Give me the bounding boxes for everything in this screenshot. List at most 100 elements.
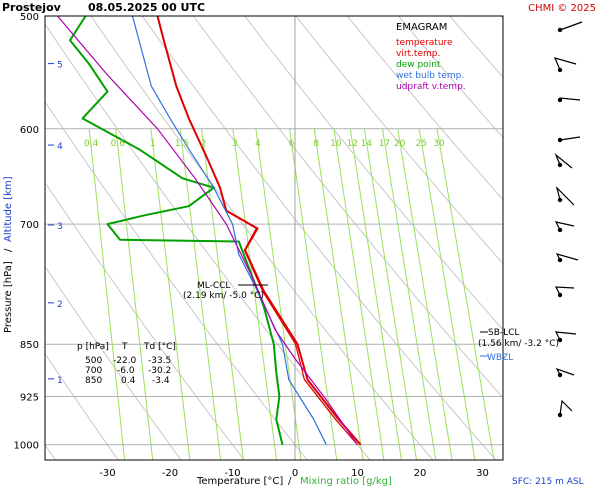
temperature-tick-label: 30 <box>476 468 489 479</box>
wind-barb <box>559 21 583 31</box>
dry-adiabat-line <box>244 16 503 331</box>
profile-udpraft-v-temp <box>57 16 358 446</box>
mixing-ratio-label: 25 <box>415 139 426 149</box>
plot-area <box>44 15 504 461</box>
wind-barb-base <box>557 372 563 378</box>
dry-adiabat-line <box>141 16 497 460</box>
wind-barb <box>554 331 577 341</box>
mixing-ratio-label: 3 <box>232 139 238 149</box>
pressure-tick-label: 700 <box>20 220 39 231</box>
legend-item-wet-bulb: wet bulb temp. <box>396 71 464 81</box>
temperature-tick-label: -30 <box>99 468 115 479</box>
mixing-ratio-label: 10 <box>330 139 342 149</box>
mixing-ratio-line <box>363 128 417 460</box>
altitude-tick-label: 2 <box>57 300 63 310</box>
altitude-tick-label: 4 <box>57 142 63 152</box>
table-cell: 850 <box>85 376 102 386</box>
y-axis-title: Pressure [hPa] / Altitude [km] <box>3 176 14 333</box>
sb-lcl-label: SB-LCL <box>488 328 519 338</box>
mixing-ratio-line <box>201 128 244 460</box>
wind-barb <box>555 286 575 296</box>
sounding-datetime: 08.05.2025 00 UTC <box>88 1 205 14</box>
profile-wet-bulb-temp <box>131 16 327 445</box>
table-cell: 500 <box>85 356 102 366</box>
mixing-ratio-line <box>418 128 476 460</box>
wind-barbs <box>553 21 583 418</box>
wind-barb <box>553 57 577 71</box>
wind-barb <box>555 253 579 261</box>
pressure-tick-label: 500 <box>20 12 39 23</box>
wind-barb-base <box>557 197 563 203</box>
mixing-ratio-label: 2 <box>201 139 207 149</box>
mixing-ratio-label: 6 <box>289 139 295 149</box>
mixing-ratio-line <box>232 128 278 460</box>
y-axis-label-separator: / <box>3 248 14 252</box>
legend-item-temperature: temperature <box>396 38 453 48</box>
x-axis-label-mixing-ratio: Mixing ratio [g/kg] <box>300 476 392 487</box>
mixing-ratio-label: 0.4 <box>84 139 99 149</box>
wind-barb-base <box>557 257 563 263</box>
mixing-ratio-label: 17 <box>379 139 390 149</box>
wind-barb-base <box>557 67 563 73</box>
dry-adiabat-line <box>45 23 371 460</box>
table-cell: -6.0 <box>117 366 135 376</box>
table-cell: 0.4 <box>121 376 136 386</box>
pressure-tick-label: 600 <box>20 125 39 136</box>
pressure-tick-label: 1000 <box>14 441 39 452</box>
mixing-ratio-line <box>436 128 495 460</box>
temperature-tick-label: 0 <box>292 468 298 479</box>
wind-barb-base <box>557 227 563 233</box>
dry-adiabat-line <box>45 265 182 460</box>
wind-barb <box>555 186 575 206</box>
x-axis-label-temperature: Temperature [°C] <box>196 476 283 487</box>
mixing-ratio-label: 1 <box>150 139 156 149</box>
wind-barb-base <box>557 27 563 33</box>
dry-adiabat-line <box>90 16 434 460</box>
mixing-ratio-line <box>313 128 364 460</box>
profile-dew-point <box>69 16 284 445</box>
dry-adiabat-line <box>192 16 503 399</box>
x-axis-title: Temperature [°C] / Mixing ratio [g/kg] <box>196 476 392 487</box>
temperature-tick-label: -20 <box>162 468 178 479</box>
wind-barb-base <box>557 292 563 298</box>
mixing-ratio-label: 0.6 <box>111 139 126 149</box>
dry-adiabat-line <box>45 352 119 460</box>
mixing-ratio-line <box>179 128 222 460</box>
wind-barb-base <box>557 412 563 418</box>
mixing-ratio-line <box>381 128 437 460</box>
mixing-ratio-line <box>349 128 402 460</box>
table-header-td: Td [°C] <box>143 342 176 352</box>
temperature-tick-label: 20 <box>414 468 427 479</box>
profile-virt-temp <box>156 16 358 446</box>
table-cell: -3.4 <box>152 376 170 386</box>
altitude-tick-label: 1 <box>57 376 63 386</box>
mixing-ratio-line <box>397 128 453 460</box>
annotations: ML-CCL (2.19 km/ -5.0 °C) SB-LCL (1.56 k… <box>183 281 584 487</box>
temperature-tick-label: -10 <box>224 468 240 479</box>
mixing-ratio-line <box>255 128 302 460</box>
temperature-tick-label: 10 <box>351 468 364 479</box>
wind-barb <box>559 136 581 141</box>
x-axis-label-separator: / <box>288 476 292 487</box>
wind-barb-base <box>557 337 563 343</box>
table-header-t: T <box>121 342 128 352</box>
mixing-ratio-line <box>115 128 154 460</box>
mixing-ratio-label: 20 <box>394 139 406 149</box>
altitude-tick-label: 3 <box>57 222 63 232</box>
legend: EMAGRAM temperature virt.temp. dew point… <box>396 22 466 92</box>
sounding-table: p [hPa] T Td [°C] 500 -22.0 -33.5 700 -6… <box>77 342 176 386</box>
legend-item-updraft: udpraft v.temp. <box>396 82 466 92</box>
wind-barb <box>554 153 573 169</box>
credit-text: CHMI © 2025 <box>528 3 596 14</box>
dry-adiabat-line <box>346 16 503 201</box>
mixing-ratio-label: 14 <box>361 139 373 149</box>
pressure-tick-label: 850 <box>20 340 39 351</box>
dry-adiabat-line <box>398 16 503 139</box>
legend-item-dew-point: dew point <box>396 60 441 70</box>
wbzl-label: WBZL <box>487 353 513 363</box>
ml-ccl-value: (2.19 km/ -5.0 °C) <box>183 291 264 301</box>
mixing-ratio-line <box>333 128 385 460</box>
wind-barb-base <box>557 97 563 103</box>
wind-barb-base <box>557 162 563 168</box>
